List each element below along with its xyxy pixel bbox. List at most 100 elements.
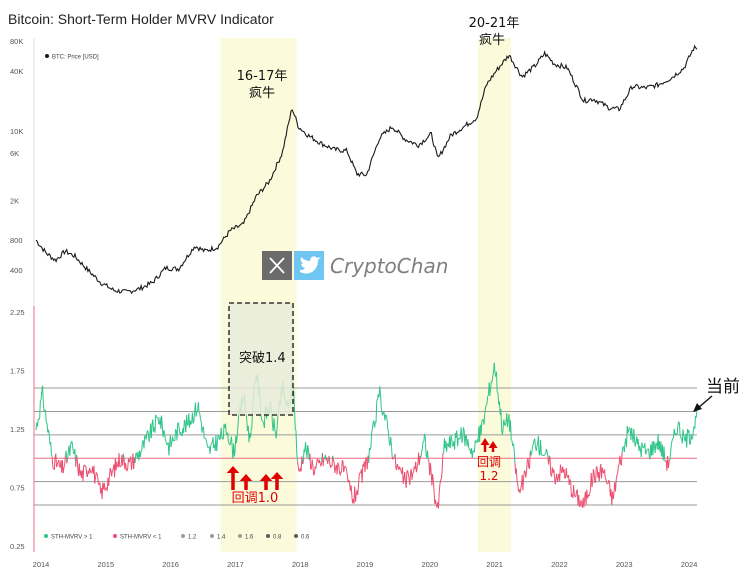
mvrv-segment — [519, 488, 522, 494]
mvrv-segment — [484, 407, 486, 415]
mvrv-segment — [411, 472, 414, 480]
mvrv-segment — [670, 440, 673, 445]
mvrv-segment — [493, 362, 496, 374]
pullback-arrow — [244, 480, 248, 490]
mvrv-segment — [496, 371, 498, 393]
mvrv-segment — [467, 439, 470, 446]
mvrv-segment — [134, 453, 137, 463]
mvrv-segment — [319, 459, 321, 464]
mvrv-segment — [513, 448, 516, 463]
mvrv-segment — [595, 466, 597, 482]
mvrv-segment — [64, 455, 66, 466]
mvrv-segment — [203, 426, 205, 439]
x-tick: 2016 — [162, 560, 179, 569]
mvrv-segment — [634, 441, 637, 447]
mvrv-segment — [460, 427, 463, 443]
mvrv-segment — [336, 462, 339, 475]
mvrv-segment — [589, 489, 591, 494]
mvrv-segment — [688, 430, 691, 445]
mvrv-segment — [429, 462, 432, 472]
mvrv-segment — [633, 428, 636, 442]
mvrv-segment — [578, 495, 580, 507]
mvrv-segment — [348, 479, 351, 483]
mvrv-segment — [542, 454, 544, 457]
mvrv-segment — [388, 432, 390, 444]
x-tick: 2017 — [227, 560, 244, 569]
mvrv-segment — [640, 442, 643, 457]
mvrv-segment — [512, 443, 515, 449]
mvrv-segment — [598, 469, 601, 481]
mvrv-segment — [72, 446, 74, 454]
mvrv-segment — [474, 440, 476, 453]
mvrv-segment — [71, 441, 74, 447]
x-axis: 2014 2015 2016 2017 2018 2019 2020 2021 2022 2023… — [33, 560, 698, 569]
mvrv-segment — [94, 477, 96, 484]
mvrv-segment — [438, 484, 441, 493]
mvrv-segment — [529, 450, 531, 469]
mvrv-segment — [440, 471, 443, 480]
mvrv-segment — [420, 452, 423, 458]
mvrv-segment — [544, 452, 547, 455]
mvrv-segment — [487, 394, 489, 397]
mvrv-segment — [440, 478, 442, 480]
mvrv-segment — [391, 446, 393, 458]
mvrv-segment — [517, 484, 519, 492]
mvrv-segment — [341, 460, 343, 473]
mvrv-segment — [368, 448, 370, 463]
mvrv-segment — [180, 431, 182, 436]
pullback-arrow-head — [480, 438, 490, 445]
mvrv-segment — [295, 430, 298, 452]
mvrv-segment — [334, 467, 337, 474]
mvrv-series-lines — [35, 362, 698, 509]
mvrv-segment — [645, 451, 647, 455]
mvrv-segment — [641, 442, 644, 447]
mvrv-segment — [627, 429, 630, 434]
mvrv-y-tick: 0.75 — [10, 484, 25, 493]
mvrv-segment — [222, 424, 225, 440]
mvrv-segment — [605, 479, 608, 484]
mvrv-segment — [139, 452, 142, 458]
mvrv-segment — [692, 431, 694, 439]
mvrv-segment — [569, 479, 572, 482]
mvrv-segment — [198, 411, 201, 414]
mvrv-segment — [140, 449, 143, 453]
mvrv-segment — [383, 411, 385, 413]
mvrv-segment — [435, 499, 437, 506]
mvrv-segment — [357, 474, 360, 487]
mvrv-segment — [461, 439, 464, 443]
pullback2-label-2: 1.2 — [479, 469, 498, 483]
mvrv-segment — [343, 466, 345, 473]
mvrv-segment — [407, 470, 409, 475]
mvrv-segment — [548, 455, 550, 465]
mvrv-segment — [338, 464, 340, 471]
x-tick: 2020 — [421, 560, 438, 569]
price-y-axis: 80K 40K 10K 6K 2K 800 400 — [10, 37, 23, 275]
mvrv-segment — [608, 479, 611, 484]
pullback-arrow-head — [488, 441, 498, 448]
price-legend-dot — [45, 54, 49, 58]
mvrv-segment — [118, 453, 121, 467]
mvrv-segment — [220, 427, 223, 437]
mvrv-segment — [543, 454, 546, 456]
mvrv-segment — [296, 450, 298, 462]
mvrv-segment — [541, 454, 544, 456]
mvrv-segment — [454, 432, 456, 450]
mvrv-segment — [451, 438, 453, 447]
mvrv-segment — [178, 423, 180, 429]
mvrv-segment — [337, 462, 340, 465]
mvrv-segment — [52, 467, 55, 469]
mvrv-segment — [457, 438, 459, 447]
mvrv-segment — [361, 464, 364, 483]
x-tick: 2019 — [357, 560, 374, 569]
mvrv-segment — [147, 430, 149, 435]
mvrv-segment — [95, 472, 98, 474]
mvrv-segment — [276, 419, 279, 430]
mvrv-segment — [606, 482, 608, 485]
pullback-arrow-head — [226, 466, 240, 473]
mvrv-segment — [483, 414, 486, 425]
mvrv-segment — [579, 505, 581, 508]
mvrv-segment — [262, 421, 265, 424]
pullback1-label: 回调1.0 — [232, 491, 279, 506]
mvrv-segment — [108, 476, 110, 486]
mvrv-segment — [393, 456, 395, 458]
